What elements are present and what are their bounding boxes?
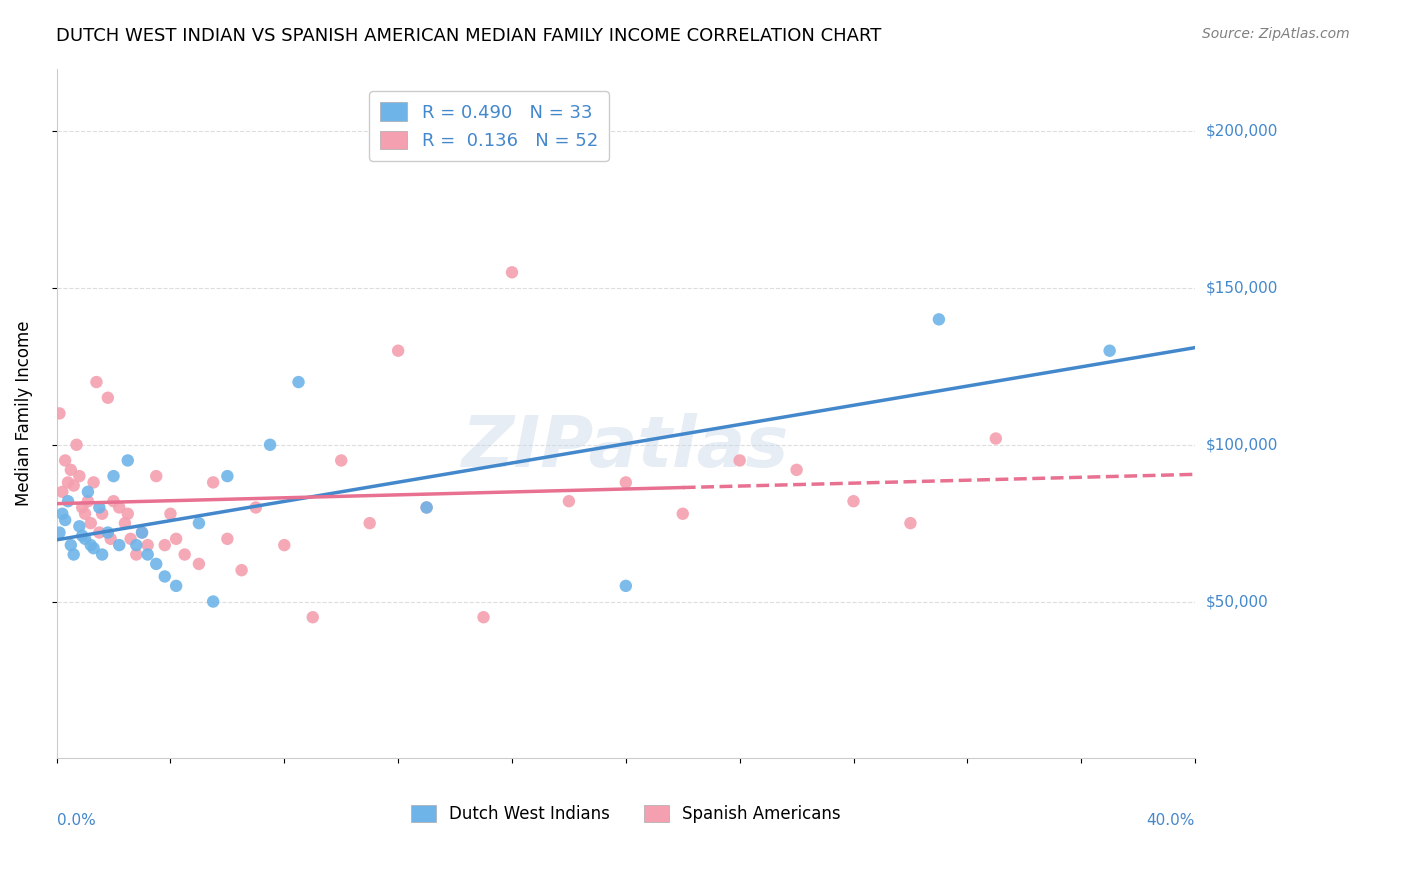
Point: [117, 453, 139, 467]
Point: [53, 453, 76, 467]
Point: [415, 500, 437, 515]
Text: $200,000: $200,000: [1206, 124, 1278, 139]
Point: [136, 538, 159, 552]
Point: [65, 438, 87, 452]
Point: [62, 548, 84, 562]
Text: DUTCH WEST INDIAN VS SPANISH AMERICAN MEDIAN FAMILY INCOME CORRELATION CHART: DUTCH WEST INDIAN VS SPANISH AMERICAN ME…: [56, 27, 882, 45]
Point: [100, 532, 122, 546]
Point: [614, 475, 637, 490]
Point: [900, 516, 922, 530]
Point: [136, 548, 159, 562]
Point: [125, 538, 148, 552]
Point: [59, 463, 82, 477]
Point: [56, 494, 79, 508]
Text: Source: ZipAtlas.com: Source: ZipAtlas.com: [1202, 27, 1350, 41]
Point: [187, 516, 209, 530]
Point: [202, 594, 225, 608]
Point: [75, 507, 97, 521]
Point: [273, 538, 295, 552]
Text: ZIPatlas: ZIPatlas: [463, 413, 790, 483]
Point: [159, 507, 181, 521]
Point: [91, 507, 114, 521]
Point: [70, 500, 93, 515]
Point: [131, 525, 153, 540]
Point: [67, 469, 90, 483]
Point: [83, 475, 105, 490]
Point: [842, 494, 865, 508]
Point: [928, 312, 950, 326]
Point: [165, 532, 187, 546]
Point: [558, 494, 581, 508]
Text: $150,000: $150,000: [1206, 280, 1278, 295]
Point: [472, 610, 495, 624]
Point: [125, 548, 148, 562]
Point: [173, 548, 195, 562]
Point: [672, 507, 695, 521]
Point: [114, 516, 136, 530]
Point: [77, 494, 100, 508]
Point: [48, 525, 70, 540]
Point: [89, 500, 111, 515]
Point: [145, 557, 167, 571]
Point: [80, 538, 103, 552]
Point: [89, 525, 111, 540]
Point: [51, 507, 73, 521]
Point: [786, 463, 808, 477]
Point: [80, 516, 103, 530]
Point: [387, 343, 409, 358]
Point: [86, 375, 108, 389]
Point: [97, 391, 120, 405]
Y-axis label: Median Family Income: Median Family Income: [15, 320, 32, 506]
Point: [187, 557, 209, 571]
Point: [145, 469, 167, 483]
Point: [70, 529, 93, 543]
Point: [97, 525, 120, 540]
Point: [231, 563, 253, 577]
Point: [108, 500, 131, 515]
Text: $100,000: $100,000: [1206, 437, 1278, 452]
Point: [62, 478, 84, 492]
Point: [83, 541, 105, 556]
Point: [165, 579, 187, 593]
Point: [53, 513, 76, 527]
Point: [131, 525, 153, 540]
Point: [984, 432, 1007, 446]
Point: [59, 538, 82, 552]
Text: 0.0%: 0.0%: [56, 814, 96, 829]
Point: [153, 569, 176, 583]
Point: [330, 453, 353, 467]
Point: [415, 500, 437, 515]
Point: [77, 484, 100, 499]
Point: [501, 265, 523, 279]
Point: [51, 484, 73, 499]
Point: [728, 453, 751, 467]
Point: [56, 475, 79, 490]
Point: [245, 500, 267, 515]
Point: [287, 375, 309, 389]
Point: [91, 548, 114, 562]
Point: [108, 538, 131, 552]
Point: [202, 475, 225, 490]
Point: [117, 507, 139, 521]
Point: [1098, 343, 1121, 358]
Point: [217, 469, 239, 483]
Point: [614, 579, 637, 593]
Point: [75, 532, 97, 546]
Point: [103, 469, 125, 483]
Point: [48, 406, 70, 420]
Legend: Dutch West Indians, Spanish Americans: Dutch West Indians, Spanish Americans: [401, 795, 851, 833]
Point: [67, 519, 90, 533]
Point: [120, 532, 142, 546]
Point: [359, 516, 381, 530]
Point: [103, 494, 125, 508]
Text: $50,000: $50,000: [1206, 594, 1268, 609]
Text: 40.0%: 40.0%: [1147, 814, 1195, 829]
Point: [217, 532, 239, 546]
Point: [301, 610, 323, 624]
Point: [259, 438, 281, 452]
Point: [153, 538, 176, 552]
